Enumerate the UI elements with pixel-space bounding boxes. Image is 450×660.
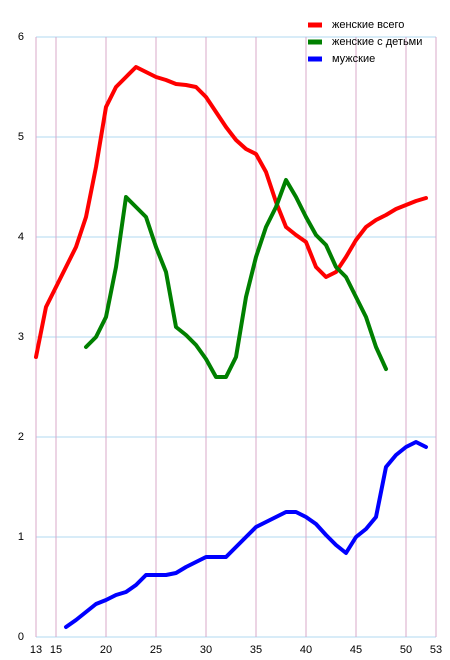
y-tick-label: 1 xyxy=(18,531,24,543)
y-tick-label: 5 xyxy=(18,131,24,143)
y-tick-label: 0 xyxy=(18,631,24,643)
x-tick-label: 35 xyxy=(250,644,262,656)
x-tick-label: 25 xyxy=(150,644,162,656)
x-tick-label: 30 xyxy=(200,644,212,656)
legend-label: женские с детьми xyxy=(332,36,422,48)
y-tick-label: 2 xyxy=(18,431,24,443)
line xyxy=(34,65,428,359)
x-tick-label: 40 xyxy=(300,644,312,656)
line xyxy=(84,178,388,379)
y-tick-label: 3 xyxy=(18,331,24,343)
x-tick-label: 50 xyxy=(400,644,412,656)
x-tick-label: 53 xyxy=(430,644,442,656)
x-tick-label: 45 xyxy=(350,644,362,656)
line xyxy=(64,440,428,629)
x-tick-label: 13 xyxy=(30,644,42,656)
y-tick-label: 6 xyxy=(18,31,24,43)
x-tick-label: 20 xyxy=(100,644,112,656)
legend-label: мужские xyxy=(332,53,375,65)
legend-label: женские всего xyxy=(332,19,404,31)
y-tick-label: 4 xyxy=(18,231,24,243)
x-tick-label: 15 xyxy=(50,644,62,656)
